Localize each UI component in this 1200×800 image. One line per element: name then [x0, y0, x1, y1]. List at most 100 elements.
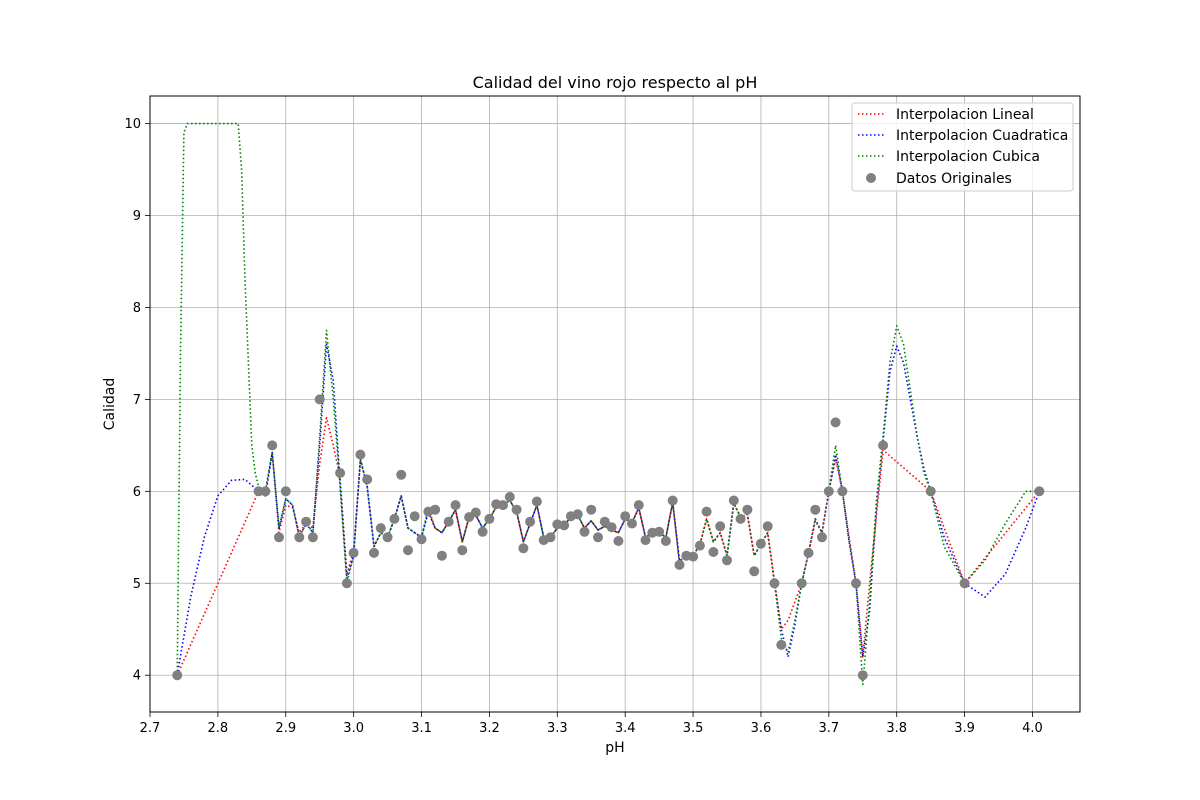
data-point — [824, 486, 834, 496]
data-point — [478, 527, 488, 537]
chart-title: Calidad del vino rojo respecto al pH — [473, 73, 758, 92]
y-tick-label: 7 — [133, 393, 141, 408]
data-point — [960, 578, 970, 588]
data-point — [301, 517, 311, 527]
data-point — [1034, 486, 1044, 496]
data-point — [715, 521, 725, 531]
data-point — [315, 394, 325, 404]
y-axis-label: Calidad — [102, 378, 118, 431]
data-point — [804, 548, 814, 558]
data-point — [389, 514, 399, 524]
x-tick-label: 3.7 — [818, 721, 839, 736]
data-point — [573, 509, 583, 519]
data-point — [281, 486, 291, 496]
data-point — [668, 496, 678, 506]
x-tick-label: 2.8 — [208, 721, 229, 736]
data-point — [695, 541, 705, 551]
data-point — [858, 670, 868, 680]
legend: Interpolacion Lineal Interpolacion Cuadr… — [852, 103, 1073, 191]
data-point — [722, 555, 732, 565]
y-tick-label: 4 — [133, 669, 141, 684]
data-point — [756, 539, 766, 549]
data-point — [430, 505, 440, 515]
data-point — [451, 500, 461, 510]
data-point — [851, 578, 861, 588]
data-point — [172, 670, 182, 680]
data-point — [586, 505, 596, 515]
y-tick-label: 9 — [133, 209, 141, 224]
data-point — [457, 545, 467, 555]
y-tick-label: 10 — [124, 117, 141, 132]
x-tick-label: 4.0 — [1022, 721, 1043, 736]
data-point — [675, 560, 685, 570]
data-point — [437, 551, 447, 561]
y-tick-label: 6 — [133, 485, 141, 500]
data-point — [369, 548, 379, 558]
data-point — [580, 527, 590, 537]
data-point — [484, 514, 494, 524]
x-tick-label: 3.9 — [954, 721, 975, 736]
data-point — [708, 547, 718, 557]
x-tick-label: 3.4 — [615, 721, 636, 736]
data-point — [654, 527, 664, 537]
data-point — [688, 552, 698, 562]
data-point — [641, 535, 651, 545]
data-point — [362, 474, 372, 484]
data-point — [749, 566, 759, 576]
x-tick-label: 3.0 — [343, 721, 364, 736]
data-point — [274, 532, 284, 542]
data-point — [770, 578, 780, 588]
legend-label-datos: Datos Originales — [896, 171, 1012, 187]
data-point — [294, 532, 304, 542]
x-tick-label: 2.9 — [275, 721, 296, 736]
data-point — [532, 497, 542, 507]
data-point — [410, 511, 420, 521]
data-point — [831, 417, 841, 427]
data-point — [383, 532, 393, 542]
data-point — [260, 486, 270, 496]
data-point — [505, 492, 515, 502]
data-point — [634, 500, 644, 510]
data-point — [417, 534, 427, 544]
x-axis-label: pH — [605, 740, 624, 756]
data-point — [607, 522, 617, 532]
y-tick-label: 8 — [133, 301, 141, 316]
data-point — [620, 511, 630, 521]
data-point — [797, 578, 807, 588]
x-tick-label: 2.7 — [140, 721, 161, 736]
data-point — [627, 519, 637, 529]
data-point — [817, 532, 827, 542]
data-point — [736, 514, 746, 524]
data-point — [926, 486, 936, 496]
data-point — [810, 505, 820, 515]
data-point — [729, 496, 739, 506]
legend-label-lineal: Interpolacion Lineal — [896, 107, 1034, 123]
data-point — [837, 486, 847, 496]
data-point — [403, 545, 413, 555]
data-point — [355, 450, 365, 460]
data-point — [376, 523, 386, 533]
data-point — [444, 517, 454, 527]
data-point — [342, 578, 352, 588]
x-tick-label: 3.6 — [751, 721, 772, 736]
data-point — [308, 532, 318, 542]
x-tick-label: 3.2 — [479, 721, 500, 736]
data-point — [613, 536, 623, 546]
data-point — [702, 507, 712, 517]
data-point — [498, 500, 508, 510]
x-tick-label: 3.8 — [886, 721, 907, 736]
data-point — [559, 520, 569, 530]
data-point — [471, 508, 481, 518]
data-point — [512, 505, 522, 515]
data-point — [335, 468, 345, 478]
data-point — [776, 640, 786, 650]
data-point — [396, 470, 406, 480]
y-tick-label: 5 — [133, 577, 141, 592]
data-point — [525, 517, 535, 527]
data-point — [349, 548, 359, 558]
legend-label-cuadratica: Interpolacion Cuadratica — [896, 128, 1068, 144]
data-point — [518, 543, 528, 553]
data-point — [742, 505, 752, 515]
legend-marker-datos — [866, 173, 876, 183]
